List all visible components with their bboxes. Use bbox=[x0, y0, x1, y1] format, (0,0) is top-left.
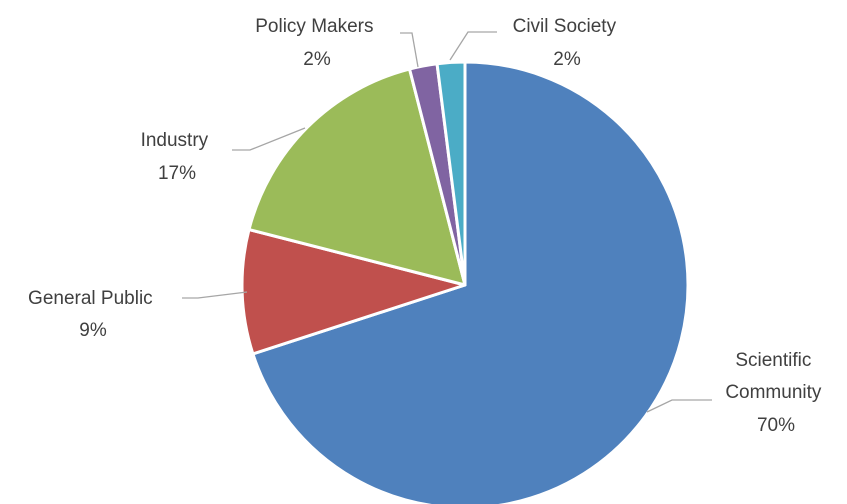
label-civil-society-name: Civil Society bbox=[513, 16, 617, 37]
label-civil-society-percent: 2% bbox=[553, 49, 581, 70]
label-policy-makers: Policy Makers 2% bbox=[255, 16, 379, 70]
leader-lines bbox=[182, 31, 712, 413]
label-scientific-community: Scientific Community 70% bbox=[725, 350, 826, 436]
label-scientific-community-name-line2: Community bbox=[725, 382, 822, 403]
label-general-public-percent: 9% bbox=[79, 320, 107, 341]
label-general-public-name: General Public bbox=[28, 288, 153, 309]
label-industry-name: Industry bbox=[141, 130, 209, 151]
leader-civil-society bbox=[449, 31, 497, 61]
pie-slices bbox=[240, 60, 690, 504]
label-general-public: General Public 9% bbox=[28, 288, 158, 341]
svg-text:Scientific Community: Scientific Community 70% bbox=[725, 350, 826, 436]
leader-general-public bbox=[182, 291, 248, 299]
label-industry: Industry 17% bbox=[141, 130, 214, 184]
label-civil-society: Civil Society 2% bbox=[513, 16, 622, 70]
leader-scientific-community bbox=[646, 399, 712, 413]
svg-text:Industry 17%: Industry 17% bbox=[141, 130, 214, 184]
slice-civil-society bbox=[435, 60, 467, 287]
svg-text:General Public 9%: General Public 9% bbox=[28, 288, 158, 341]
label-policy-makers-percent: 2% bbox=[303, 49, 331, 70]
svg-text:Civil Society 2%: Civil Society 2% bbox=[513, 16, 622, 70]
leader-industry bbox=[232, 127, 306, 151]
svg-text:Policy Makers 2%: Policy Makers 2% bbox=[255, 16, 379, 70]
slice-scientific-community bbox=[251, 60, 690, 504]
label-industry-percent: 17% bbox=[158, 163, 196, 184]
leader-policy-makers bbox=[400, 32, 419, 68]
label-scientific-community-name-line1: Scientific bbox=[735, 350, 811, 371]
label-scientific-community-percent: 70% bbox=[757, 415, 795, 436]
label-policy-makers-name: Policy Makers bbox=[255, 16, 373, 37]
slice-industry bbox=[247, 67, 467, 287]
